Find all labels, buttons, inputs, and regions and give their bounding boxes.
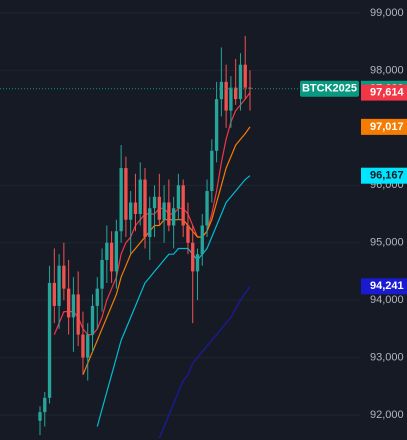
candle-body: [195, 254, 200, 272]
candle-body: [143, 179, 147, 237]
candle-body: [124, 168, 128, 220]
y-tick-label: 98,000: [370, 64, 404, 76]
candle-body: [238, 64, 243, 100]
candle-body: [138, 179, 142, 214]
candle-body: [38, 412, 42, 421]
candle-body: [109, 242, 114, 272]
candle-body: [167, 202, 171, 226]
y-tick-label: 93,000: [370, 351, 404, 363]
price-label: 97,017: [370, 121, 404, 133]
candle-body: [86, 334, 90, 358]
candle-body: [224, 81, 228, 111]
candle-body: [52, 282, 56, 306]
candle-body: [47, 282, 52, 398]
candle-body: [162, 202, 166, 220]
candle-body: [148, 208, 152, 237]
price-label-box: [361, 278, 407, 295]
candle-body: [191, 242, 195, 272]
moving-average: [82, 126, 251, 376]
candle-body: [129, 202, 133, 220]
candle-body: [157, 196, 161, 220]
candle-body: [205, 191, 209, 226]
candle-body: [90, 305, 95, 335]
y-tick-label: 95,000: [370, 237, 404, 249]
moving-average: [96, 175, 251, 427]
y-tick-label: 99,000: [370, 7, 404, 19]
candle-body: [43, 397, 47, 413]
price-label-box: [361, 118, 407, 135]
candle-body: [248, 87, 252, 89]
price-label: 94,241: [370, 280, 404, 292]
candle-body: [66, 288, 71, 318]
candle-body: [243, 64, 247, 88]
price-label: 96,167: [370, 170, 404, 182]
candle-body: [171, 208, 176, 226]
candle-body: [210, 150, 214, 192]
candle-body: [133, 202, 138, 214]
candle-body: [100, 259, 104, 289]
candle-body: [105, 242, 109, 260]
candle-body: [186, 225, 190, 243]
candle-body: [95, 288, 99, 306]
price-label: 97,614: [370, 86, 405, 98]
candle-body: [114, 231, 119, 272]
candle-body: [214, 99, 219, 151]
candle-body: [62, 265, 66, 289]
symbol-label-box: [300, 80, 359, 97]
candle-body: [57, 265, 61, 306]
candle-body: [76, 294, 80, 335]
moving-average: [53, 92, 251, 336]
candle-body: [81, 334, 85, 358]
price-label-box: [361, 167, 407, 184]
candle-body: [219, 81, 224, 100]
candle-body: [119, 168, 123, 232]
y-tick-label: 94,000: [370, 294, 404, 306]
price-label-box: [361, 84, 407, 101]
candle-body: [181, 185, 185, 226]
y-tick-label: 92,000: [370, 409, 404, 421]
candle-body: [229, 87, 233, 111]
moving-average: [158, 285, 251, 439]
candle-body: [234, 87, 238, 100]
symbol-label: BTCK2025: [302, 83, 357, 95]
candle-body: [71, 294, 76, 318]
candle-body: [200, 225, 204, 255]
candle-body: [152, 196, 157, 209]
candle-body: [176, 185, 181, 209]
